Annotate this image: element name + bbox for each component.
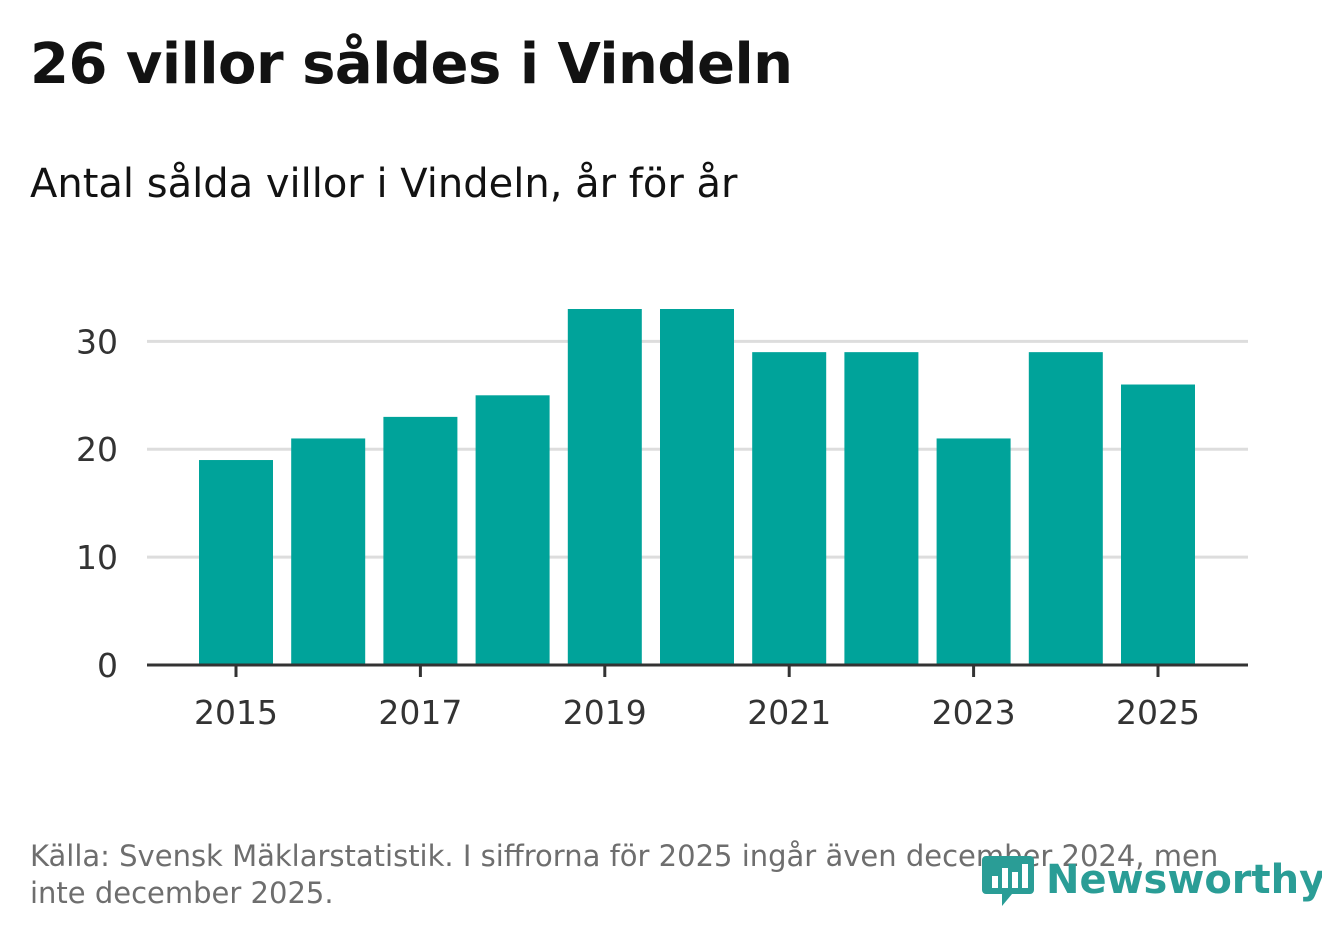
bar-2023 — [936, 438, 1011, 665]
newsworthy-logo: Newsworthy — [980, 850, 1322, 910]
bar-2018 — [475, 395, 550, 665]
x-tick-label: 2021 — [747, 693, 831, 732]
y-tick-label: 10 — [76, 538, 118, 577]
x-tick-label: 2017 — [378, 693, 462, 732]
chart-title: 26 villor såldes i Vindeln — [30, 32, 793, 97]
bar-2015 — [199, 460, 273, 665]
bar-2017 — [383, 416, 458, 665]
bar-2024 — [1028, 352, 1103, 665]
y-tick-label: 0 — [97, 646, 118, 685]
newsworthy-chart-bubble-icon — [982, 856, 1034, 906]
x-tick-label: 2015 — [194, 693, 278, 732]
bar-2020 — [660, 309, 734, 665]
bar-chart: 0 10 20 30 2015 2017 2019 2021 2023 2025 — [76, 309, 1248, 732]
x-tick-label: 2023 — [932, 693, 1016, 732]
bar-2025 — [1121, 384, 1195, 665]
y-tick-label: 30 — [76, 322, 118, 361]
bar-2022 — [844, 352, 919, 665]
bar-2016 — [291, 438, 366, 665]
x-tick-label: 2025 — [1116, 693, 1200, 732]
x-tick-label: 2019 — [563, 693, 647, 732]
bar-2021 — [752, 352, 827, 665]
bar-2019 — [567, 309, 642, 665]
chart-subtitle: Antal sålda villor i Vindeln, år för år — [30, 161, 738, 207]
y-tick-label: 20 — [76, 430, 118, 469]
logo-text: Newsworthy — [1046, 857, 1322, 903]
